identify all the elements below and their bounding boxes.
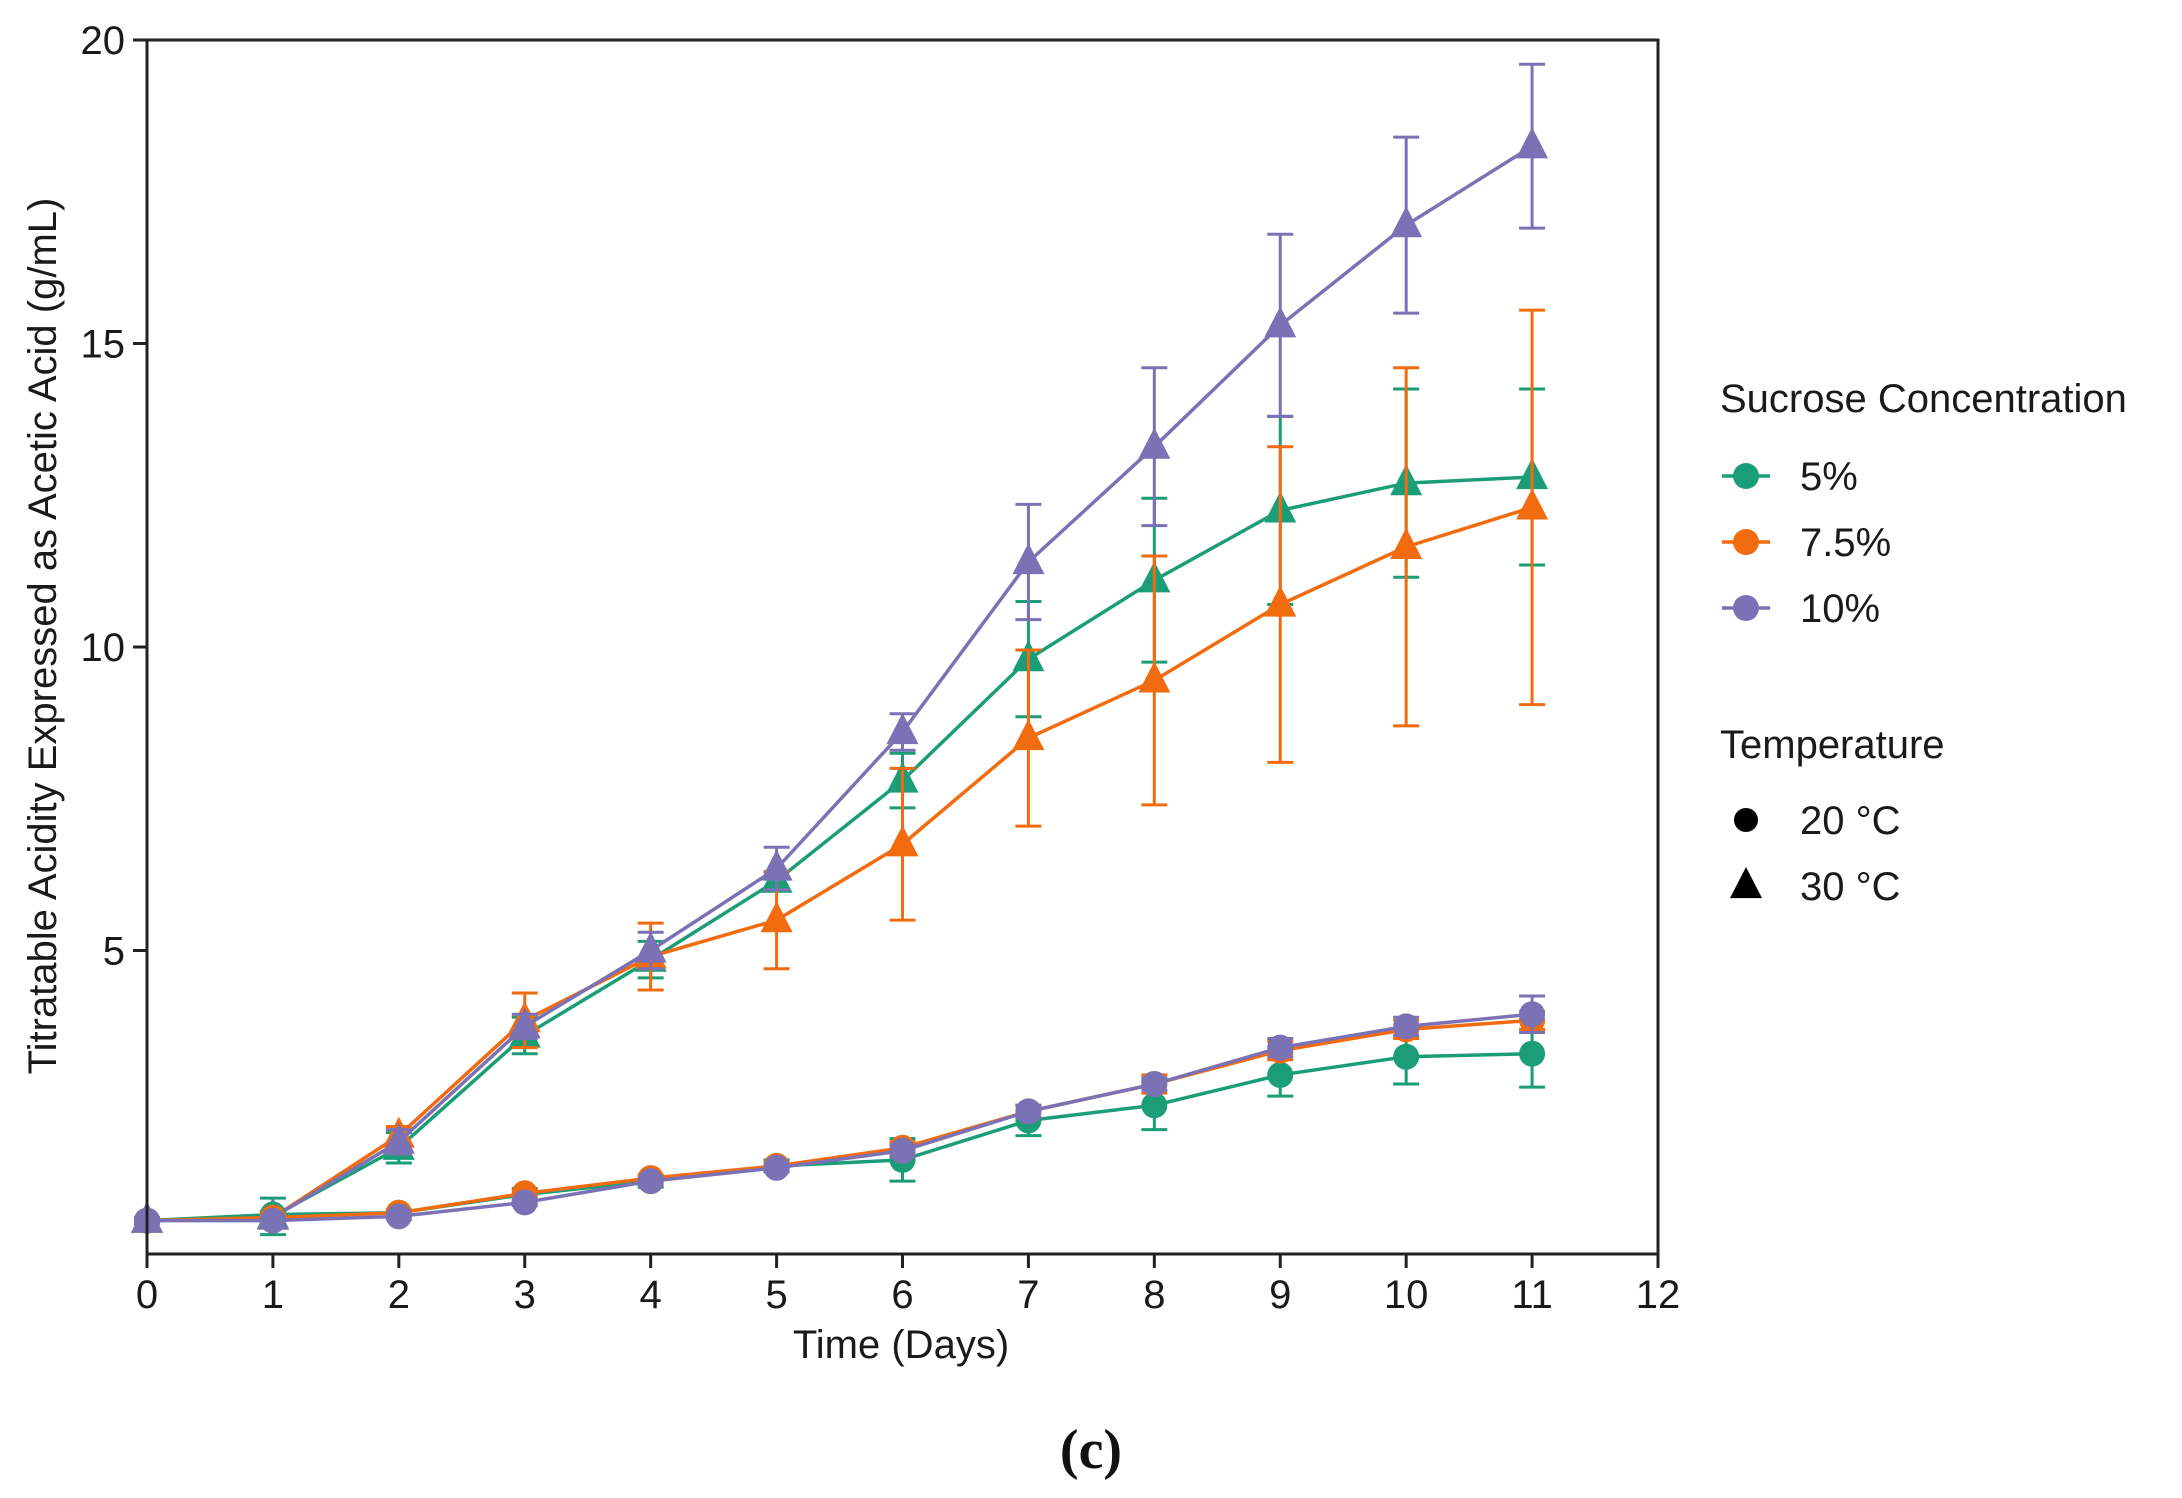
- legend-shape-entries: 20 °C 30 °C: [1730, 799, 1901, 909]
- legend-label: 5%: [1800, 455, 1858, 499]
- x-tick-label: 8: [1143, 1273, 1165, 1317]
- legend-label: 20 °C: [1800, 799, 1901, 843]
- series-line: [146, 475, 1533, 1223]
- legend-swatch-marker: [1733, 595, 1759, 621]
- x-tick-label: 5: [765, 1273, 787, 1317]
- x-tick-label: 9: [1269, 1273, 1291, 1317]
- legend: Sucrose Concentration 5% 7.5% 10% Temperat…: [1720, 377, 2127, 909]
- data-point: [1267, 1034, 1294, 1061]
- data-point: [886, 825, 919, 857]
- x-tick-label: 11: [1511, 1273, 1553, 1317]
- x-tick-label: 10: [1384, 1273, 1429, 1317]
- legend-label: 10%: [1800, 587, 1880, 631]
- data-point: [1012, 719, 1045, 751]
- data-point: [637, 1168, 664, 1195]
- series-line: [147, 1012, 1533, 1223]
- data-point: [1012, 543, 1045, 575]
- series-7-5pct-30c: [131, 308, 1549, 1233]
- series-layer: [131, 62, 1549, 1237]
- series-line: [146, 144, 1534, 1223]
- y-tick-label: 15: [81, 323, 126, 367]
- series-5pct-20c: [134, 1018, 1546, 1234]
- data-point: [1141, 1092, 1168, 1119]
- x-tick-label: 7: [1017, 1273, 1039, 1317]
- series-line: [146, 1051, 1533, 1223]
- data-point: [1516, 488, 1549, 520]
- x-tick-label: 12: [1636, 1273, 1681, 1317]
- y-tick-label: 5: [103, 930, 125, 974]
- x-tick-label: 1: [262, 1273, 284, 1317]
- data-point: [259, 1207, 286, 1234]
- data-point: [1138, 427, 1171, 459]
- data-point: [634, 931, 667, 963]
- data-point: [1138, 661, 1171, 693]
- x-tick-label: 2: [388, 1273, 410, 1317]
- y-axis: 5 10 15 20: [81, 19, 147, 974]
- series-line: [146, 1018, 1533, 1223]
- legend-color-entries: 5% 7.5% 10%: [1722, 455, 1891, 631]
- data-point: [1516, 127, 1549, 159]
- x-axis: 0 1 2 3 4 5 6 7 8 9 10 11 12: [136, 1254, 1680, 1317]
- data-point: [1267, 1061, 1294, 1088]
- data-point: [511, 1189, 538, 1216]
- series-10pct-30c: [131, 62, 1549, 1233]
- x-tick-label: 3: [514, 1273, 536, 1317]
- data-point: [1393, 1043, 1420, 1070]
- legend-label: 7.5%: [1800, 521, 1891, 565]
- panel-label: (c): [1060, 1419, 1122, 1481]
- x-tick-label: 4: [640, 1273, 662, 1317]
- legend-shape-marker: [1730, 866, 1762, 899]
- series-10pct-20c: [134, 994, 1546, 1234]
- series-5pct-30c: [131, 387, 1549, 1237]
- data-point: [1015, 1098, 1042, 1125]
- data-point: [508, 1007, 541, 1039]
- data-point: [382, 1122, 415, 1154]
- y-tick-label: 20: [81, 19, 126, 63]
- series-7-5pct-20c: [134, 1007, 1546, 1234]
- data-point: [760, 849, 793, 881]
- plot-frame: [145, 38, 1660, 1256]
- data-point: [1264, 585, 1297, 617]
- data-point: [763, 1154, 790, 1181]
- data-point: [889, 1137, 916, 1164]
- data-point: [1141, 1071, 1168, 1098]
- data-point: [886, 712, 919, 745]
- legend-color-title: Sucrose Concentration: [1720, 377, 2127, 421]
- x-tick-label: 6: [891, 1273, 913, 1317]
- legend-shape-title: Temperature: [1720, 723, 1945, 767]
- data-point: [1393, 1013, 1420, 1040]
- legend-swatch-marker: [1733, 463, 1759, 489]
- y-tick-label: 10: [81, 626, 126, 670]
- y-axis-title: Titratable Acidity Expressed as Acetic A…: [21, 198, 65, 1075]
- series-line: [146, 505, 1533, 1223]
- x-axis-title: Time (Days): [793, 1323, 1009, 1367]
- data-point: [385, 1203, 412, 1230]
- data-point: [1390, 527, 1423, 559]
- data-point: [1390, 206, 1423, 238]
- legend-shape-marker: [1734, 808, 1758, 832]
- x-tick-label: 0: [136, 1273, 158, 1317]
- legend-label: 30 °C: [1800, 865, 1901, 909]
- data-point: [1264, 306, 1297, 338]
- data-point: [1519, 1001, 1546, 1028]
- legend-swatch-marker: [1733, 529, 1759, 555]
- data-point: [760, 901, 793, 933]
- data-point: [1519, 1040, 1546, 1067]
